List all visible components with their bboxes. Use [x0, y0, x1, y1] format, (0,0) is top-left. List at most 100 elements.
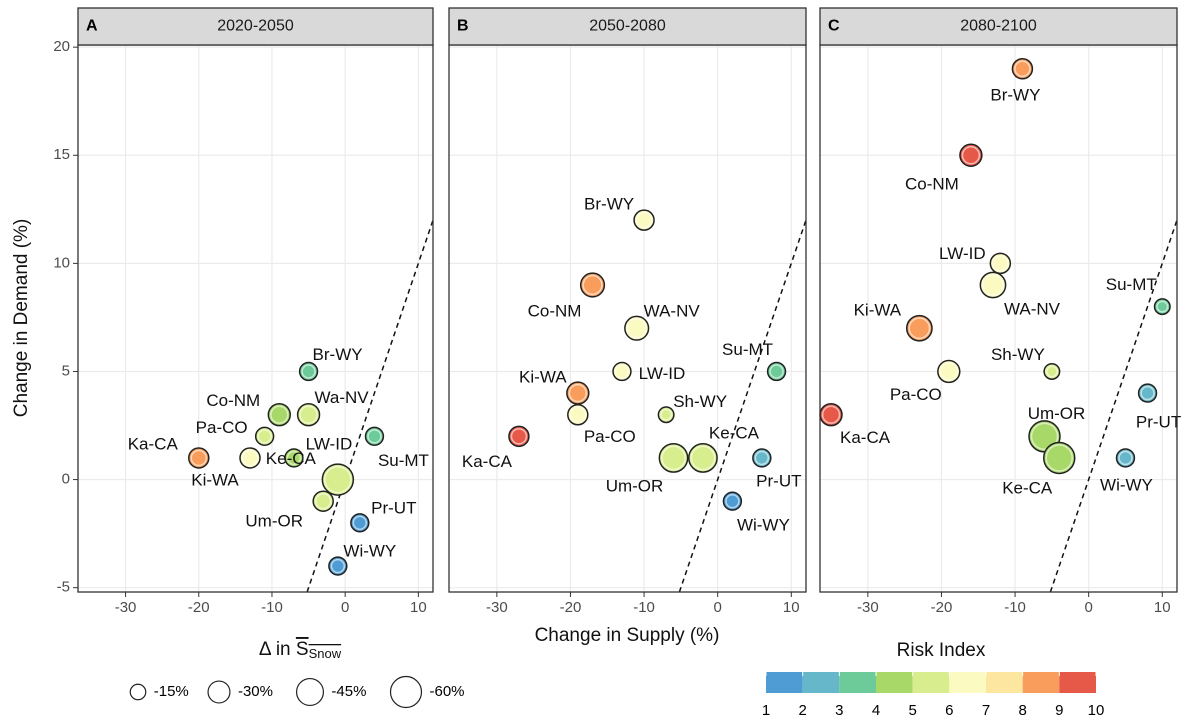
color-legend-label: 6 [945, 702, 953, 719]
color-legend-label: 5 [908, 702, 916, 719]
point-ring [635, 211, 653, 229]
point-ring [324, 465, 352, 494]
point-label: Br-WY [584, 195, 634, 214]
point [959, 143, 983, 167]
color-legend-label: 9 [1055, 702, 1063, 719]
y-tick-label: 20 [53, 38, 70, 55]
point-label: Wi-WY [1100, 475, 1153, 494]
strip [448, 7, 807, 46]
point-label: Ke-CA [266, 449, 317, 468]
point-label: Um-OR [606, 476, 664, 495]
point-label: Wa-NV [314, 388, 369, 407]
color-legend-title: Risk Index [897, 640, 986, 661]
point-ring [569, 406, 587, 423]
color-legend-label: 10 [1088, 702, 1105, 719]
point-label: Sh-WY [991, 345, 1045, 364]
size-legend-circle [207, 680, 231, 704]
point-ring [660, 408, 673, 421]
x-axis-label: Change in Supply (%) [535, 625, 720, 646]
point-label: Wi-WY [737, 516, 790, 535]
snow-subscript: Snow [309, 646, 342, 661]
color-legend-block [766, 672, 803, 693]
point-label: Ki-WA [191, 470, 239, 489]
reference-line [678, 219, 807, 593]
point-ring [301, 364, 316, 379]
point-ring [769, 364, 784, 379]
point-ring [614, 364, 630, 379]
panel-background [820, 45, 1177, 592]
point-ring [1045, 444, 1073, 472]
color-legend-label: 3 [835, 702, 843, 719]
color-legend-block [876, 672, 913, 693]
point-ring [352, 515, 367, 531]
point-ring [1140, 385, 1155, 401]
point-ring [961, 146, 981, 165]
point-label: Ka-CA [462, 452, 513, 471]
panel-background [449, 45, 806, 592]
point [937, 359, 961, 384]
point-ring [299, 405, 318, 424]
point-label: Pa-CO [890, 385, 942, 404]
point-ring [821, 405, 841, 424]
point-label: WA-NV [1004, 299, 1061, 318]
panel-background [78, 45, 433, 592]
point-label: LW-ID [639, 364, 686, 383]
point-label: Ke-CA [1002, 478, 1053, 497]
color-legend-block [1059, 672, 1096, 693]
snow-prefix: Δ in [259, 639, 291, 660]
point [566, 381, 590, 405]
point [267, 403, 291, 427]
x-tick-label: -30 [857, 599, 879, 616]
y-tick-label: -5 [57, 579, 70, 596]
point-ring [314, 492, 332, 510]
point-label: Su-MT [722, 340, 773, 359]
point-label: Su-MT [378, 451, 429, 470]
x-tick-label: 10 [783, 599, 800, 616]
size-legend-circle [389, 675, 423, 709]
point [688, 443, 718, 473]
x-tick-label: -10 [261, 599, 283, 616]
size-legend-circle [129, 683, 147, 701]
point-label: Pr-UT [756, 471, 801, 490]
y-tick-label: 10 [53, 254, 70, 271]
point-label: Wi-WY [343, 542, 396, 561]
point-label: Ke-CA [709, 423, 760, 442]
point-ring [1014, 60, 1031, 78]
point [819, 403, 843, 427]
panel-tag: B [457, 18, 469, 35]
size-legend-label: -15% [154, 683, 189, 700]
size-legend-circle [295, 677, 325, 707]
snow-symbol: S [296, 639, 309, 660]
size-legend-label: -30% [238, 683, 273, 700]
color-legend-block [802, 672, 840, 693]
color-legend-block [1022, 672, 1060, 693]
color-legend-block [949, 672, 986, 693]
color-legend-label: 4 [872, 702, 880, 719]
point-label: Co-NM [206, 391, 260, 410]
color-legend-block [986, 672, 1023, 693]
x-tick-label: 10 [410, 599, 427, 616]
point-ring [257, 429, 272, 444]
point-ring [190, 449, 208, 467]
color-legend-block [912, 672, 950, 693]
point-ring [286, 450, 302, 466]
point [658, 443, 689, 473]
point-label: Ka-CA [128, 434, 179, 453]
color-legend-label: 7 [982, 702, 990, 719]
point-ring [568, 383, 588, 403]
panel-title: 2080-2100 [960, 18, 1037, 35]
point-ring [690, 445, 716, 471]
point-ring [510, 428, 528, 445]
point-ring [992, 255, 1009, 272]
point [905, 314, 933, 342]
point-label: Br-WY [313, 345, 363, 364]
point-label: Um-OR [1028, 404, 1086, 423]
point-ring [661, 445, 686, 471]
reference-line [306, 219, 434, 593]
color-legend-label: 8 [1018, 702, 1026, 719]
x-axis-snow-label: Δ in SSnow [259, 639, 342, 661]
point-label: LW-ID [939, 244, 986, 263]
y-tick-label: 0 [62, 471, 70, 488]
point-ring [908, 317, 931, 340]
